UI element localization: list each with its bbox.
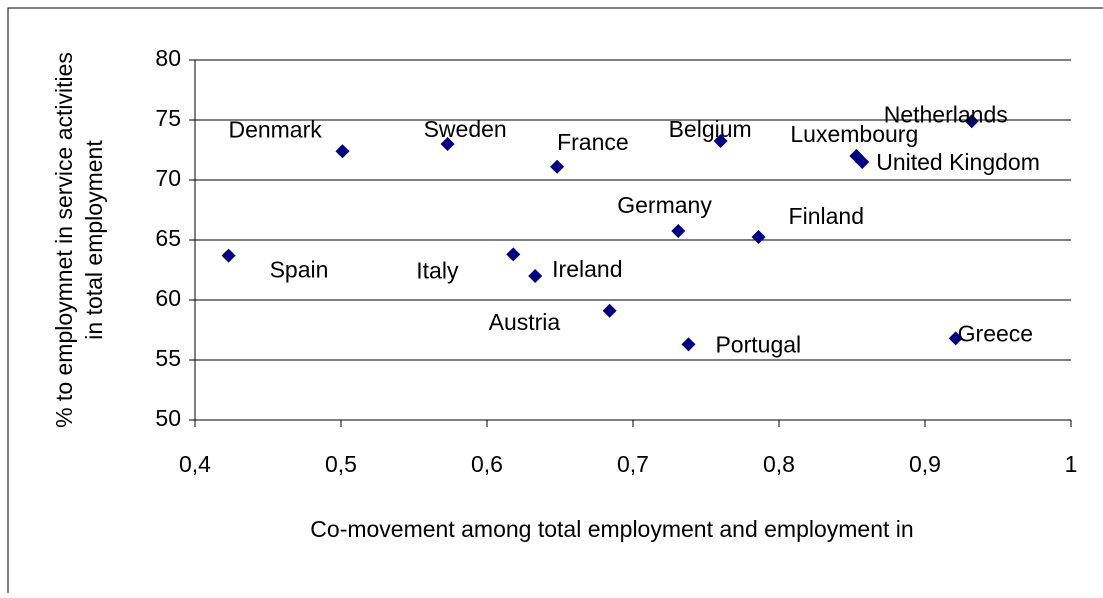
point-label: Denmark xyxy=(228,116,322,142)
x-tick-label: 0,8 xyxy=(763,451,795,477)
point-label: France xyxy=(557,129,629,155)
frame xyxy=(7,7,1103,593)
point xyxy=(550,159,565,174)
point xyxy=(440,137,455,151)
y-tick-label: 55 xyxy=(155,345,181,371)
point-label: United Kingdom xyxy=(876,149,1040,175)
point xyxy=(671,224,686,238)
point-label: Germany xyxy=(617,192,712,218)
point-label: Ireland xyxy=(552,256,622,282)
point xyxy=(602,303,617,318)
point-label: Italy xyxy=(416,257,459,283)
point xyxy=(751,230,766,244)
point xyxy=(221,248,236,263)
point xyxy=(506,247,521,262)
point-label: Spain xyxy=(270,257,329,283)
y-tick-label: 50 xyxy=(155,405,181,431)
x-tick-label: 1 xyxy=(1065,451,1078,477)
point xyxy=(528,269,543,283)
point xyxy=(713,134,728,148)
point-label: Greece xyxy=(958,320,1033,346)
point-label: Belgium xyxy=(669,116,752,142)
x-tick-label: 0,9 xyxy=(909,451,941,477)
y-tick-label: 65 xyxy=(155,225,181,251)
x-tick-label: 0,6 xyxy=(471,451,503,477)
x-tick-label: 0,4 xyxy=(179,451,211,477)
y-axis-label: in total employment xyxy=(81,140,107,340)
x-tick-label: 0,5 xyxy=(325,451,357,477)
y-tick-label: 60 xyxy=(155,285,181,311)
point-label: Sweden xyxy=(424,116,507,142)
point-label: Portugal xyxy=(715,331,801,357)
point xyxy=(681,337,696,352)
point-label: Austria xyxy=(489,309,561,335)
point-label: Finland xyxy=(789,203,864,229)
y-axis-label: % to employmnet in service activities xyxy=(51,52,77,428)
point xyxy=(855,155,870,169)
point-label: Luxembourg xyxy=(790,121,918,147)
y-tick-label: 70 xyxy=(155,165,181,191)
point xyxy=(335,144,350,159)
x-tick-label: 0,7 xyxy=(617,451,649,477)
point xyxy=(964,114,979,129)
point xyxy=(948,331,963,346)
x-axis-label: Co-movement among total employment and e… xyxy=(310,516,913,542)
point-label: Netherlands xyxy=(884,101,1008,127)
y-tick-label: 75 xyxy=(155,105,181,131)
y-tick-label: 80 xyxy=(155,45,181,71)
